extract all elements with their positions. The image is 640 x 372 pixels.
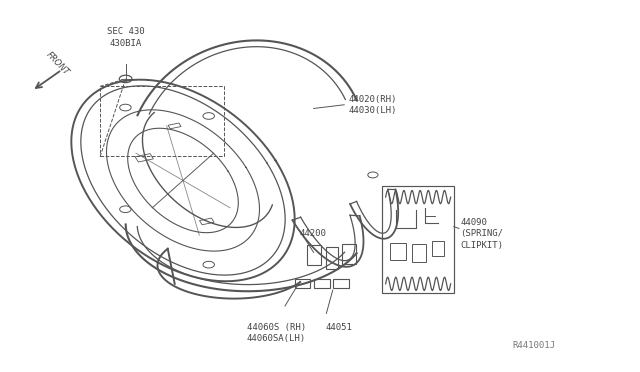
Bar: [390, 243, 406, 260]
Text: SEC 430
430BIA: SEC 430 430BIA: [107, 28, 145, 48]
Bar: [200, 218, 214, 225]
Bar: [412, 244, 426, 262]
Bar: [333, 279, 349, 288]
Bar: [431, 241, 444, 256]
Text: 44020(RH)
44030(LH): 44020(RH) 44030(LH): [349, 95, 397, 115]
Bar: [135, 154, 154, 162]
Bar: [307, 245, 321, 265]
Text: 44051: 44051: [325, 323, 352, 331]
Bar: [294, 279, 310, 288]
Text: FRONT: FRONT: [45, 50, 71, 77]
Text: R441001J: R441001J: [513, 341, 556, 350]
Bar: [314, 279, 330, 288]
Bar: [326, 247, 338, 269]
Bar: [383, 186, 454, 293]
Bar: [168, 123, 181, 129]
Text: 44200: 44200: [300, 230, 326, 238]
Bar: [342, 244, 356, 263]
Text: 44060S (RH)
44060SA(LH): 44060S (RH) 44060SA(LH): [246, 323, 306, 343]
Text: 44090
(SPRING/
CLIPKIT): 44090 (SPRING/ CLIPKIT): [460, 218, 503, 250]
